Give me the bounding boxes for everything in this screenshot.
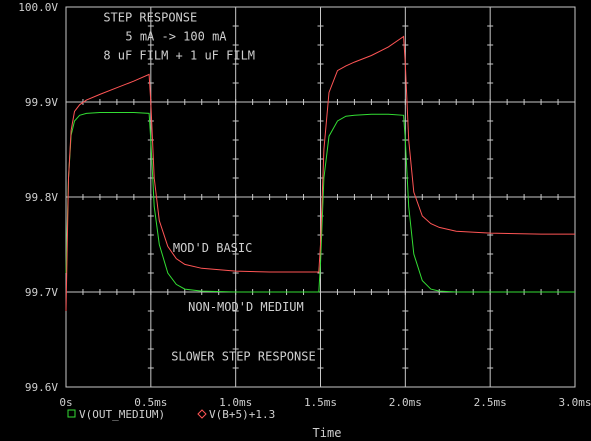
annotation-text: 8 uF FILM + 1 uF FILM: [103, 48, 255, 62]
y-tick-label: 99.7V: [25, 286, 58, 299]
annotation-text: MOD'D BASIC: [173, 241, 252, 255]
y-tick-label: 100.0V: [18, 1, 58, 14]
annotation-text: SLOWER STEP RESPONSE: [171, 349, 316, 363]
series-layer: [65, 35, 575, 312]
legend-label: V(B+5)+1.3: [209, 408, 275, 421]
grid-layer: [65, 6, 576, 388]
legend-label: V(OUT_MEDIUM): [79, 408, 165, 421]
y-tick-label: 99.8V: [25, 191, 58, 204]
legend-marker-square: [67, 409, 76, 418]
x-tick-label: 3.0ms: [558, 396, 591, 409]
annotation-text: NON-MOD'D MEDIUM: [188, 300, 304, 314]
y-tick-label: 99.9V: [25, 96, 58, 109]
x-tick-label: 1.5ms: [304, 396, 337, 409]
x-tick-label: 1.0ms: [219, 396, 252, 409]
x-tick-label: 2.0ms: [389, 396, 422, 409]
x-tick-label: 0s: [59, 396, 72, 409]
x-tick-label: 0.5ms: [134, 396, 167, 409]
annotation-text: STEP RESPONSE: [103, 10, 197, 24]
series-line-1: [65, 35, 575, 312]
label-layer: 0s 0.5ms 1.0ms 1.5ms 2.0ms 2.5ms 3.0ms 99.6V 99.…: [18, 1, 591, 421]
x-tick-label: 2.5ms: [474, 396, 507, 409]
series-line-0: [65, 112, 575, 293]
y-tick-label: 99.6V: [25, 381, 58, 394]
x-axis-title: Time: [313, 426, 342, 440]
annotation-text: 5 mA -> 100 mA: [125, 29, 227, 43]
legend-marker-diamond: [197, 409, 207, 419]
